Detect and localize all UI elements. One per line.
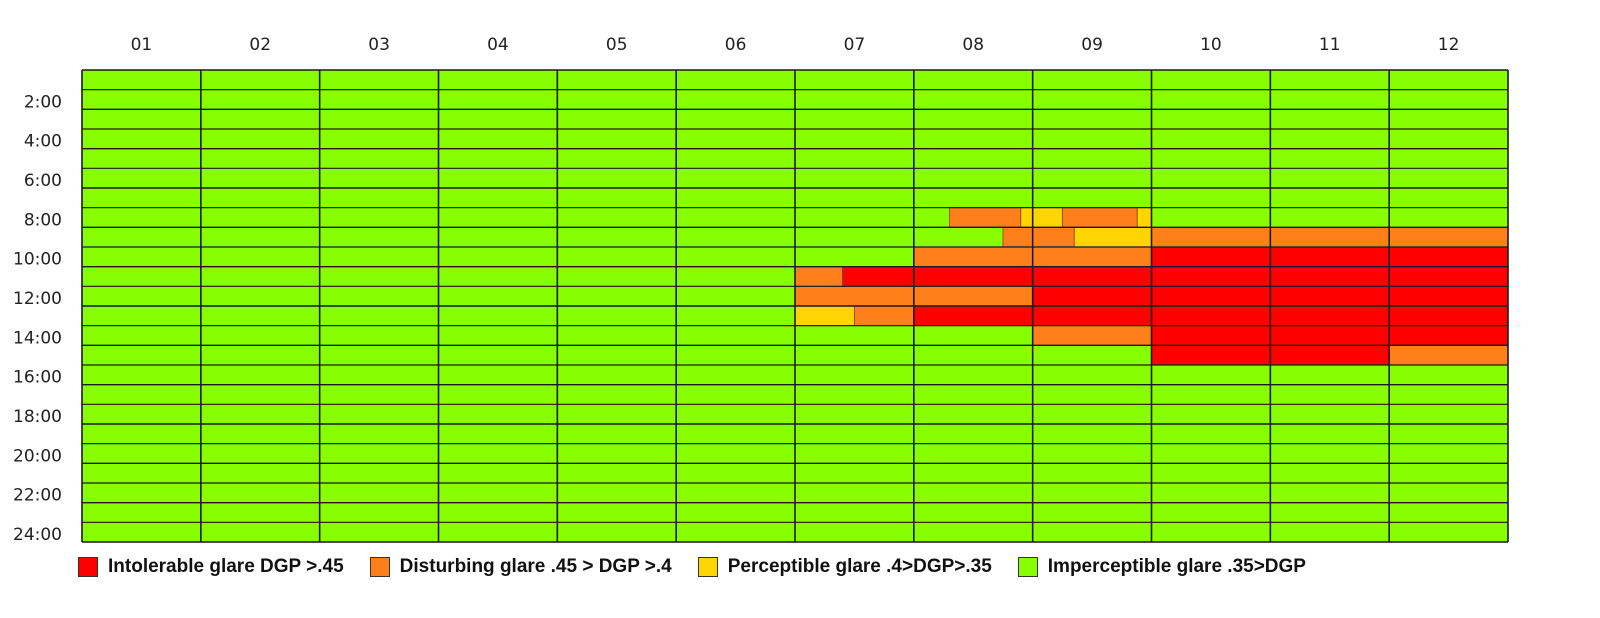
legend-label-disturbing: Disturbing glare .45 > DGP >.4 xyxy=(399,556,672,577)
glare-cell-disturbing xyxy=(1061,207,1138,228)
month-tick-label: 08 xyxy=(962,35,984,55)
legend-label-intolerable: Intolerable glare DGP >.45 xyxy=(108,556,344,577)
hour-tick-label: 20:00 xyxy=(13,446,62,466)
glare-cell-disturbing xyxy=(1388,344,1509,366)
glare-cell-disturbing xyxy=(1151,226,1509,248)
legend-label-perceptible: Perceptible glare .4>DGP>.35 xyxy=(727,556,992,577)
month-tick-label: 06 xyxy=(725,35,747,55)
hour-tick-label: 4:00 xyxy=(24,132,62,152)
legend-item-disturbing: Disturbing glare .45 > DGP >.4 xyxy=(369,556,672,578)
month-tick-label: 10 xyxy=(1200,35,1222,55)
legend-swatch-perceptible xyxy=(697,557,718,577)
month-tick-label: 04 xyxy=(487,35,509,55)
glare-cell-disturbing xyxy=(794,266,843,287)
month-tick-label: 01 xyxy=(131,35,153,55)
hour-tick-label: 6:00 xyxy=(24,171,62,191)
glare-heatmap-chart: 01 02 03 04 05 06 07 08 09 10 11 12 2:00 4:00 6:00 8:0… xyxy=(13,35,1509,545)
glare-cell-perceptible xyxy=(1136,207,1152,228)
hour-tick-label: 14:00 xyxy=(13,328,62,348)
glare-cell-perceptible xyxy=(1073,226,1152,248)
glare-cell-perceptible xyxy=(794,305,855,327)
glare-cell-disturbing xyxy=(949,207,1022,228)
month-tick-label: 12 xyxy=(1438,35,1460,55)
hour-tick-label: 12:00 xyxy=(13,289,62,309)
legend-swatch-intolerable xyxy=(78,557,98,577)
glare-cell-intolerable xyxy=(1032,285,1152,307)
glare-cell-intolerable xyxy=(842,266,1152,287)
hour-tick-label: 24:00 xyxy=(13,525,62,545)
hour-tick-label: 18:00 xyxy=(13,407,62,427)
month-tick-label: 07 xyxy=(844,35,866,55)
legend: Intolerable glare DGP >.45 Disturbing gl… xyxy=(78,552,1528,582)
month-tick-label: 09 xyxy=(1081,35,1103,55)
month-tick-label: 05 xyxy=(606,35,628,55)
glare-cell-disturbing xyxy=(854,305,915,327)
glare-cell-perceptible xyxy=(1032,207,1063,228)
legend-label-imperceptible: Imperceptible glare .35>DGP xyxy=(1047,556,1306,577)
month-tick-label: 03 xyxy=(368,35,390,55)
hour-tick-label: 10:00 xyxy=(13,250,62,270)
glare-cell-disturbing xyxy=(1032,325,1152,346)
hour-tick-label: 16:00 xyxy=(13,368,62,388)
glare-cell-disturbing xyxy=(1032,226,1075,248)
month-tick-label: 11 xyxy=(1319,35,1341,55)
month-tick-label: 02 xyxy=(249,35,271,55)
glare-cell-perceptible xyxy=(1020,207,1034,228)
legend-item-perceptible: Perceptible glare .4>DGP>.35 xyxy=(697,556,992,578)
legend-swatch-imperceptible xyxy=(1017,557,1038,577)
hour-tick-label: 2:00 xyxy=(24,92,62,112)
legend-item-imperceptible: Imperceptible glare .35>DGP xyxy=(1017,556,1306,578)
glare-cell-disturbing xyxy=(1002,226,1034,248)
hour-tick-label: 8:00 xyxy=(24,210,62,230)
legend-item-intolerable: Intolerable glare DGP >.45 xyxy=(78,556,344,578)
hour-tick-label: 22:00 xyxy=(13,486,62,506)
legend-swatch-disturbing xyxy=(369,557,390,577)
